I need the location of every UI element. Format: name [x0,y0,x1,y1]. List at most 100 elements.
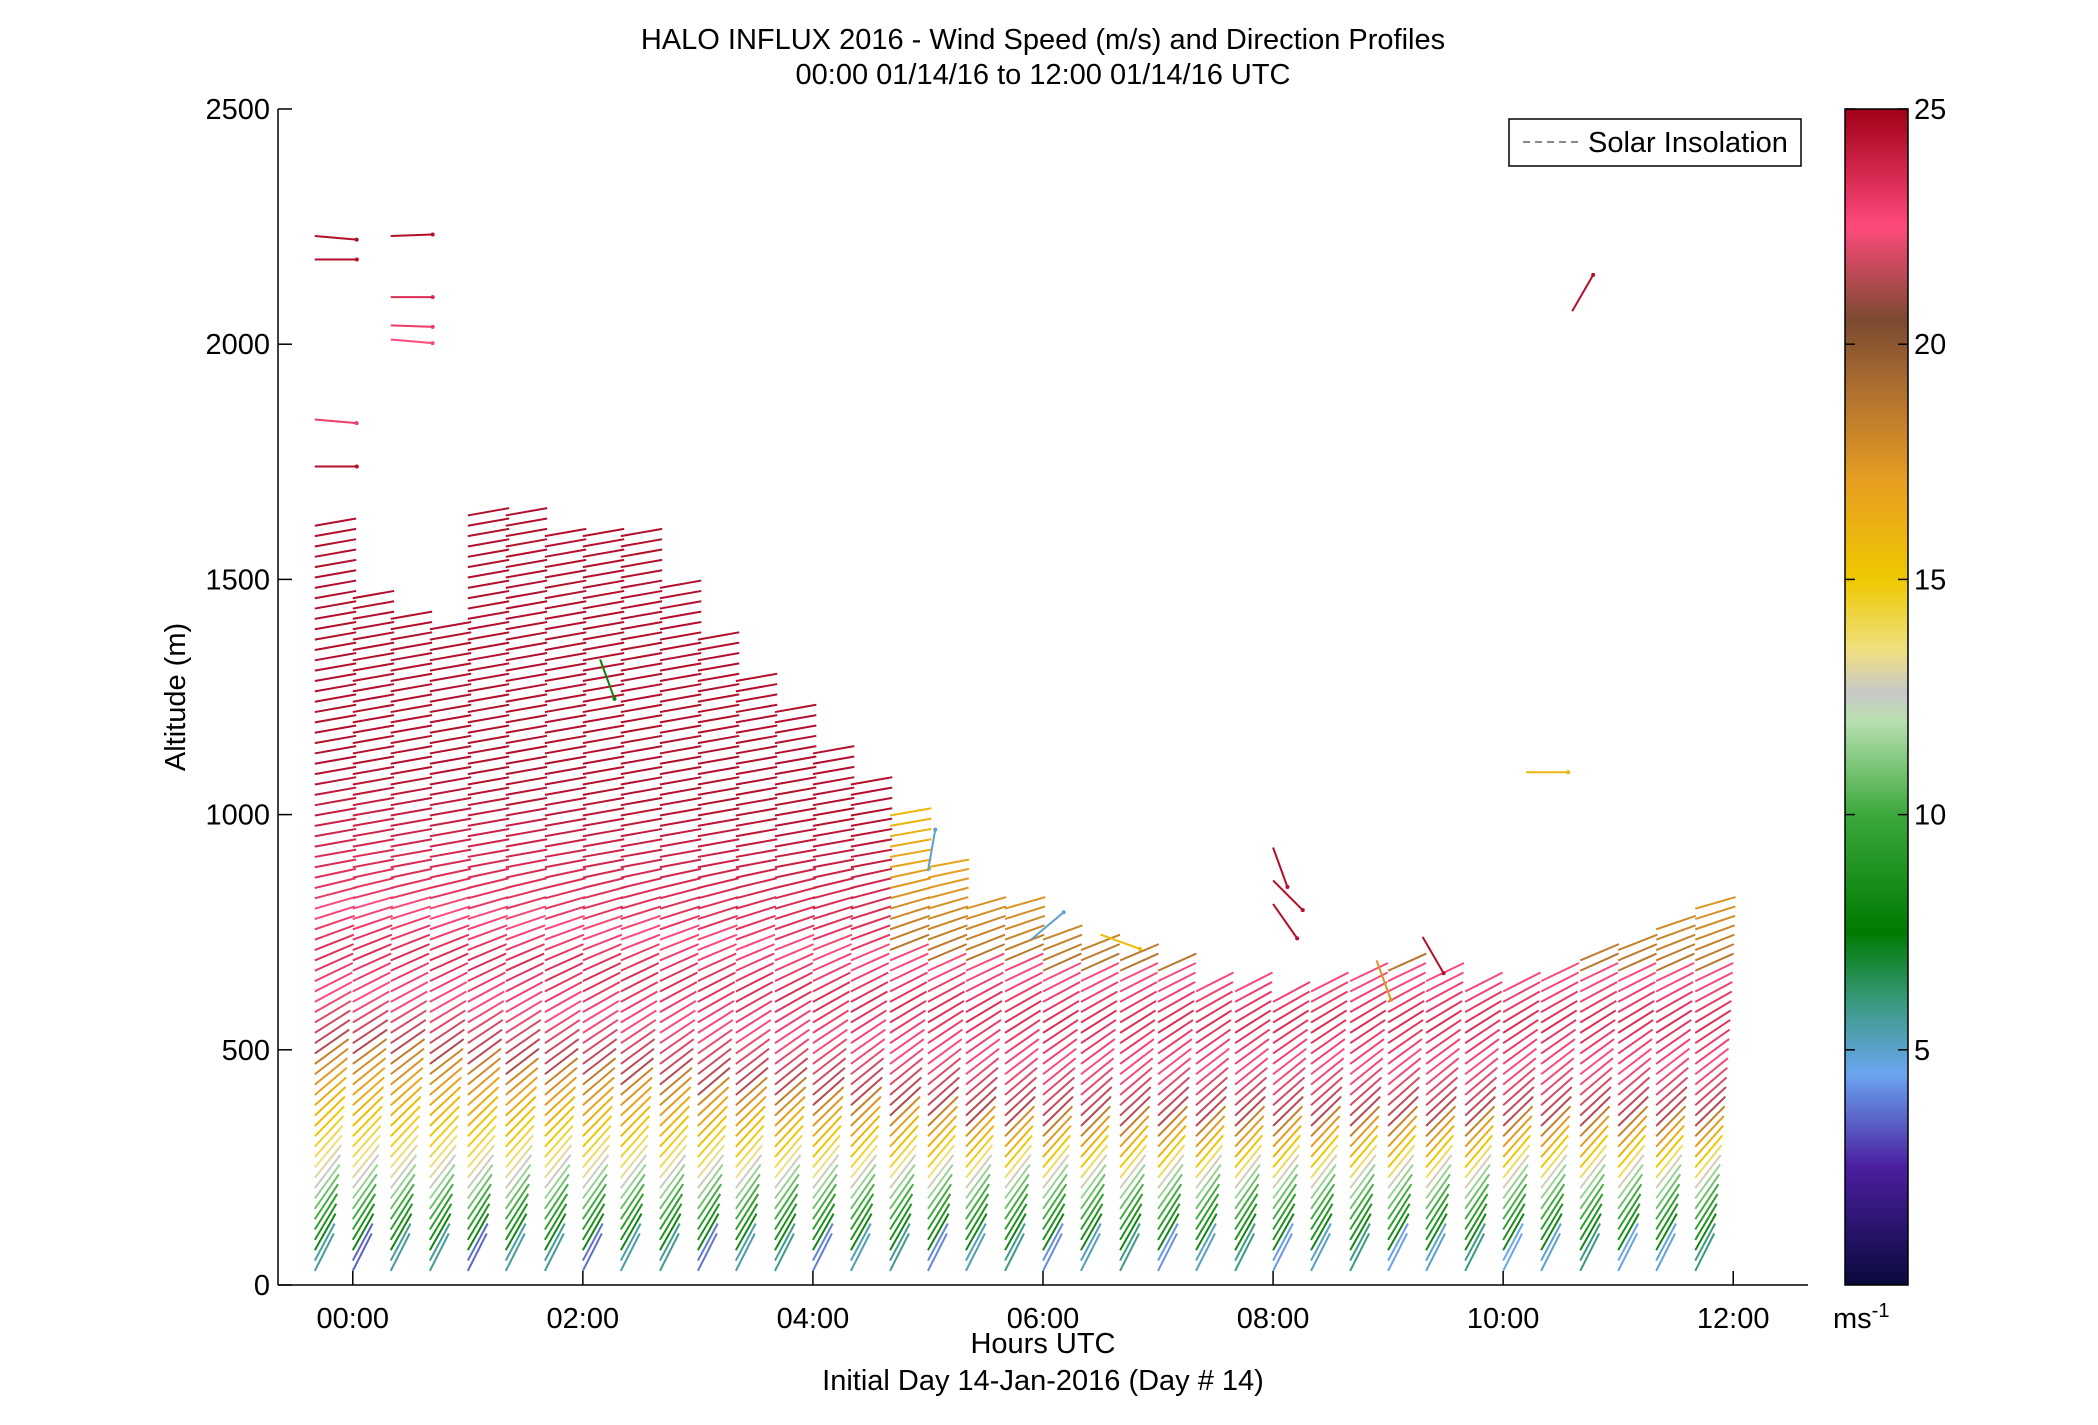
wind-barb [812,1095,844,1127]
wind-barb [1694,1124,1724,1158]
wind-barb [1694,1019,1731,1045]
wind-barb [582,610,625,620]
wind-barb [850,1105,881,1138]
wind-barb [1234,1115,1265,1148]
wind-barb [1655,1193,1680,1231]
wind-barb [1464,1134,1494,1169]
wind-barb [812,1124,842,1158]
wind-barb [505,1019,542,1045]
wind-barb [1502,1124,1532,1158]
wind-barb [1694,1173,1721,1210]
wind-barb [774,1183,800,1220]
wind-barb [1694,1047,1730,1076]
wind-barb [1119,1057,1154,1086]
wind-barb [429,1124,459,1158]
wind-barb [1502,1057,1537,1086]
wind-barb [352,734,395,745]
wind-barb [1579,962,1619,983]
wind-barb [774,1028,810,1055]
wind-barb [505,548,548,558]
wind-barb [774,914,816,931]
wind-barb [1655,1223,1677,1262]
wind-barb [659,1183,684,1220]
wind-barb [1310,1047,1345,1076]
wind-barb [1119,1124,1149,1158]
wind-barb [965,943,1006,962]
wind-barb [965,990,1003,1014]
wind-barb [1119,952,1159,972]
wind-barb [774,943,815,962]
wind-barb [1080,1009,1118,1034]
wind-barb [1349,1038,1385,1065]
wind-barb [505,610,548,620]
y-tick-label: 500 [222,1035,270,1067]
wind-barb [352,589,395,600]
wind-barb [965,1223,987,1262]
wind-barb [659,600,702,610]
wind-barb [1157,1193,1182,1231]
wind-barb [582,1115,613,1148]
wind-barb [352,1076,385,1107]
wind-barb [1080,1076,1114,1107]
wind-barb [505,838,548,848]
wind-barb [1234,1009,1272,1034]
wind-barb [1234,1173,1260,1210]
wind-barb [620,724,663,734]
wind-barb [467,1038,503,1065]
wind-barb [544,848,587,858]
wind-barb [620,662,663,672]
wind-barb [812,886,854,900]
wind-barb [1349,1057,1384,1086]
wind-barb [774,1134,803,1169]
wind-barb [352,943,392,962]
wind-barb [927,1086,960,1117]
wind-barb [505,683,548,693]
wind-barb [1310,1173,1336,1210]
wind-barb [965,952,1005,972]
wind-barb [1119,1213,1142,1251]
wind-barb [850,858,893,869]
wind-barb [1655,1213,1678,1251]
wind-barb [390,233,433,238]
wind-barb [889,924,930,941]
wind-barb [774,1115,805,1148]
wind-barb [889,1000,927,1024]
wind-barb [1234,990,1273,1014]
wind-barb [850,886,892,900]
wind-barb [1157,1019,1194,1045]
wind-barb [1502,1028,1539,1055]
wind-barb [774,1193,799,1231]
wind-barb [504,1213,528,1251]
wind-barb [1119,990,1158,1014]
wind-barb [735,896,777,910]
wind-barb [505,943,545,962]
wind-barb [697,971,736,993]
wind-barb [697,858,740,869]
wind-barb [965,1213,988,1251]
wind-barb [429,1173,455,1210]
wind-barb [314,235,357,241]
wind-barb [1655,962,1695,983]
wind-barb [505,517,548,527]
wind-barb [1234,1067,1268,1096]
wind-barb [965,1038,1001,1065]
wind-barb [927,962,967,983]
wind-barb [1234,1028,1271,1055]
wind-barb [927,1232,948,1272]
wind-barb [1694,924,1736,941]
wind-barb [505,867,548,879]
wind-barb [774,1000,812,1024]
wind-barb [889,1173,915,1210]
wind-barb [1272,1163,1299,1200]
wind-barb [1349,990,1388,1014]
wind-barb [965,1203,989,1241]
wind-barb [927,981,966,1003]
wind-barb [774,905,816,920]
wind-barb [1540,1163,1567,1200]
wind-barb [505,1134,534,1169]
wind-barb [467,755,510,765]
wind-barb [812,962,852,983]
wind-barb [1579,1163,1606,1200]
wind-barb [1272,1193,1297,1231]
